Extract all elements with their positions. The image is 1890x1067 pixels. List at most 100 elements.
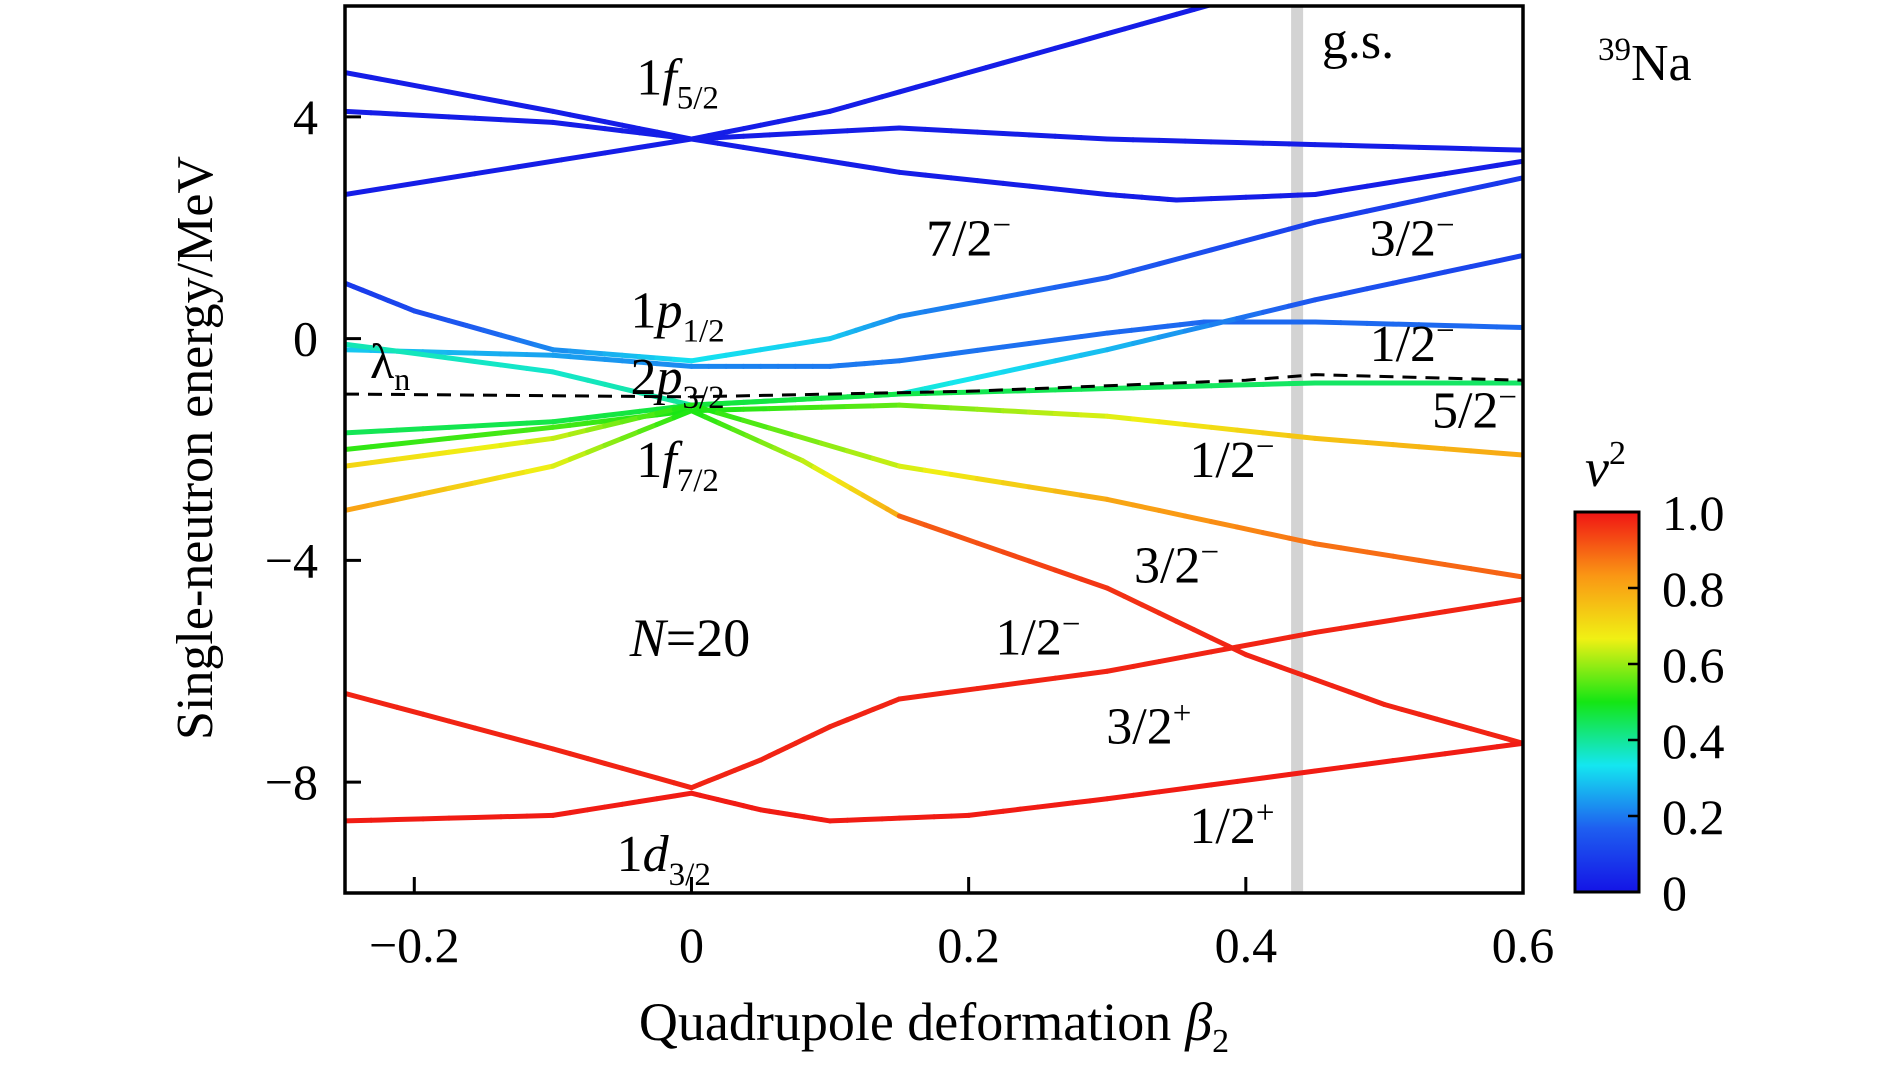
series-8-segment bbox=[714, 406, 746, 413]
series-11-segment bbox=[1468, 726, 1491, 737]
series-13-segment bbox=[567, 807, 591, 816]
series-3-segment bbox=[1277, 192, 1301, 199]
series-9-segment bbox=[602, 419, 625, 429]
series-9 bbox=[345, 402, 1523, 580]
series-10-segment bbox=[420, 485, 452, 497]
series-2-segment bbox=[792, 129, 824, 137]
series-8-segment bbox=[1130, 416, 1162, 425]
series-8-segment bbox=[896, 402, 928, 410]
series-3-segment bbox=[394, 111, 426, 118]
level-label: 3/2− bbox=[1134, 535, 1219, 595]
colorbar-tick-label: 0 bbox=[1662, 865, 1687, 921]
series-12-segment bbox=[637, 770, 660, 781]
series-1-segment bbox=[1174, 6, 1197, 17]
level-label-main: 1 bbox=[636, 50, 662, 107]
series-9-segment bbox=[896, 463, 928, 473]
series-9-segment bbox=[1468, 566, 1500, 576]
series-4 bbox=[345, 175, 1523, 364]
series-4-segment bbox=[515, 337, 539, 348]
series-10-segment bbox=[345, 502, 374, 513]
series-12-segment bbox=[472, 725, 504, 738]
x-axis-title-subscript: 2 bbox=[1212, 1023, 1229, 1060]
level-label-subscript: 7/2 bbox=[677, 463, 719, 499]
series-7-segment bbox=[602, 410, 625, 419]
series-3-segment bbox=[637, 130, 660, 138]
series-8-segment bbox=[1078, 412, 1110, 419]
series-8-segment bbox=[922, 404, 954, 411]
x-axis-title: Quadrupole deformation β2 bbox=[639, 992, 1229, 1060]
series-11-segment bbox=[1243, 652, 1266, 664]
series-6-segment bbox=[1130, 334, 1162, 346]
series-8-segment bbox=[1208, 424, 1240, 433]
series-1-segment bbox=[472, 164, 521, 177]
series-8-segment bbox=[818, 404, 850, 410]
series-12-segment bbox=[1078, 668, 1110, 678]
series-2-segment bbox=[585, 115, 608, 125]
series-11-segment bbox=[1312, 677, 1335, 689]
series-4-segment bbox=[411, 308, 435, 319]
y-axis-ticks: 4 0 −4 −8 bbox=[265, 89, 361, 810]
series-13-segment bbox=[1052, 800, 1076, 808]
series-12-segment bbox=[524, 739, 556, 752]
series-9-segment bbox=[1052, 488, 1084, 498]
series-3-segment bbox=[498, 117, 530, 124]
series-9-segment bbox=[1182, 513, 1214, 525]
series-8-segment bbox=[1494, 450, 1523, 458]
y-tick-label: 4 bbox=[293, 89, 318, 145]
series-12-segment bbox=[1000, 679, 1032, 688]
magic-number-label: N=20 bbox=[629, 608, 751, 668]
series-9-segment bbox=[420, 449, 452, 459]
series-11-segment bbox=[1277, 664, 1301, 676]
series-1-segment bbox=[1156, 11, 1180, 22]
series-7-segment bbox=[714, 399, 746, 407]
series-7-segment bbox=[766, 397, 798, 404]
level-label: 1f5/2 bbox=[636, 50, 719, 117]
series-1-segment bbox=[515, 157, 565, 170]
series-10-segment bbox=[744, 433, 764, 445]
series-11-segment bbox=[1399, 706, 1422, 717]
series-1-segment bbox=[559, 150, 608, 163]
series-8-segment bbox=[1260, 430, 1292, 439]
series-2-segment bbox=[922, 126, 954, 134]
series-10-segment bbox=[758, 439, 778, 451]
series-7-segment bbox=[1000, 388, 1032, 394]
series-11-segment bbox=[1156, 610, 1180, 624]
series-5-segment bbox=[1364, 320, 1396, 327]
level-label: 1/2− bbox=[1189, 429, 1274, 489]
series-4-segment bbox=[922, 304, 954, 315]
colorbar: v2 1.0 0.8 0.6 0.4 0.2 0 bbox=[1573, 435, 1725, 921]
series-2-segment bbox=[1468, 146, 1500, 152]
series-4-segment bbox=[1130, 261, 1162, 274]
series-5-segment bbox=[1078, 330, 1110, 340]
level-label-parity: + bbox=[1256, 795, 1275, 831]
series-9-segment bbox=[740, 417, 772, 431]
series-1-segment bbox=[1209, 6, 1216, 8]
series-13-segment bbox=[446, 814, 478, 821]
series-12-segment bbox=[619, 765, 642, 776]
series-4-segment bbox=[896, 309, 928, 319]
series-13-segment bbox=[1338, 761, 1370, 771]
series-6-segment bbox=[472, 358, 504, 368]
series-10-segment bbox=[671, 408, 694, 421]
series-7-segment bbox=[1078, 386, 1110, 392]
series-5-segment bbox=[1052, 334, 1084, 343]
series-2-segment bbox=[870, 125, 902, 132]
series-3-segment bbox=[844, 161, 876, 171]
series-6-segment bbox=[1026, 358, 1058, 369]
series-8-segment bbox=[1000, 408, 1032, 415]
series-4-segment bbox=[671, 356, 694, 364]
series-10-segment bbox=[602, 435, 625, 448]
level-label-parity: + bbox=[1173, 695, 1192, 731]
series-13-segment bbox=[1286, 768, 1318, 778]
level-label-main: 5/2 bbox=[1432, 382, 1498, 439]
series-12-segment bbox=[1390, 613, 1422, 623]
series-4-segment bbox=[1104, 268, 1136, 281]
series-2-segment bbox=[619, 122, 642, 132]
series-7-segment bbox=[472, 422, 504, 429]
level-label-parity: − bbox=[1200, 535, 1219, 571]
series-3-segment bbox=[1390, 175, 1422, 185]
level-label-main: 1/2 bbox=[1189, 798, 1255, 855]
level-label-parity: − bbox=[993, 207, 1012, 243]
series-9-segment bbox=[1234, 524, 1266, 536]
